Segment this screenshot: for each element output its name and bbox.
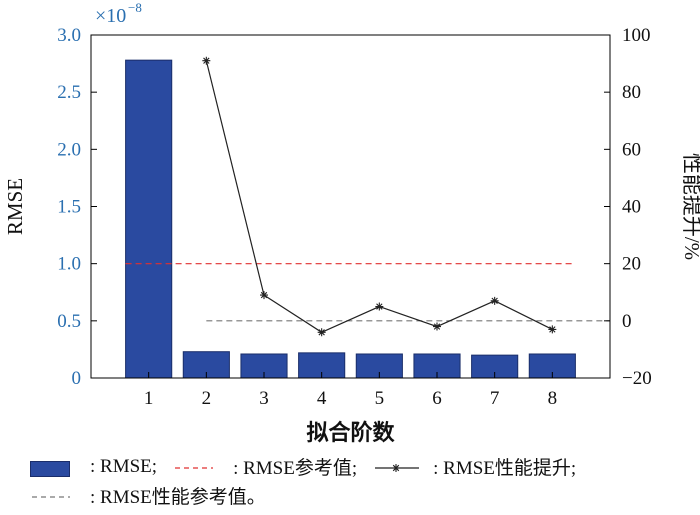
legend-item-rmse-gain: : RMSE性能提升; [371, 453, 576, 480]
gain-point-3 [260, 291, 268, 300]
x-tick-label: 6 [432, 388, 442, 409]
gain-point-6 [433, 322, 441, 331]
legend: : RMSE; : RMSE参考值; : RMSE性能提升; : RMSE性能参… [28, 452, 590, 510]
gain-point-8 [548, 325, 557, 334]
x-tick-label: 2 [202, 388, 212, 409]
left-axis-exponent: ×10 [95, 5, 126, 27]
left-tick-label: 0 [72, 368, 82, 389]
right-tick-label: −20 [622, 368, 652, 389]
bar-rmse-1 [125, 59, 173, 379]
legend-item-rmse: : RMSE; [28, 456, 157, 478]
gain-point-2 [202, 56, 211, 65]
right-tick-label: 20 [622, 254, 641, 275]
gain-point-7 [490, 296, 499, 305]
x-tick-label: 7 [490, 388, 500, 409]
x-tick-label: 3 [259, 388, 269, 409]
legend-item-rmse-gain-ref: : RMSE性能参考值。 [28, 482, 266, 509]
gain-point-5 [375, 302, 384, 311]
left-tick-label: 1.0 [57, 254, 81, 275]
right-tick-label: 60 [622, 139, 641, 160]
legend-star-line-swatch [371, 457, 431, 477]
x-axis-label: 拟合阶数 [306, 420, 395, 445]
left-tick-label: 1.5 [57, 197, 81, 218]
legend-gray-dash-swatch [28, 486, 88, 506]
left-tick-label: 3.0 [57, 25, 81, 46]
right-tick-label: 80 [622, 82, 641, 103]
legend-label-rmse-gain-ref: : RMSE性能参考值。 [90, 487, 266, 508]
x-tick-label: 5 [375, 388, 385, 409]
left-tick-label: 2.0 [57, 139, 81, 160]
x-tick-label: 4 [317, 388, 327, 409]
left-axis-exponent-power: −8 [128, 0, 142, 15]
legend-label-rmse-gain: : RMSE性能提升; [433, 458, 577, 479]
left-tick-label: 0.5 [57, 311, 81, 332]
legend-label-rmse: : RMSE; [90, 455, 158, 477]
chart-canvas: 0 0.5 1.0 1.5 2.0 2.5 3.0 −20 0 20 40 60 80 100 1 2 3 4 5 6… [3, 0, 700, 445]
gain-line [205, 60, 553, 333]
legend-label-rmse-ref: : RMSE参考值; [233, 458, 358, 479]
right-tick-label: 0 [622, 311, 632, 332]
x-tick-label: 1 [144, 388, 154, 409]
legend-red-dash-swatch [171, 457, 231, 477]
plot-area: 0 0.5 1.0 1.5 2.0 2.5 3.0 −20 0 20 40 60 80 100 1 2 3 4 5 6… [3, 0, 700, 445]
right-tick-label: 40 [622, 197, 641, 218]
left-axis-label: RMSE [3, 178, 27, 235]
left-tick-label: 2.5 [57, 82, 81, 103]
right-axis-label: 性能提升/% [680, 153, 700, 260]
gain-point-4 [317, 328, 326, 337]
right-tick-label: 100 [622, 25, 651, 46]
legend-item-rmse-ref: : RMSE参考值; [171, 453, 357, 480]
legend-bar-swatch [28, 457, 88, 477]
x-tick-label: 8 [548, 388, 558, 409]
